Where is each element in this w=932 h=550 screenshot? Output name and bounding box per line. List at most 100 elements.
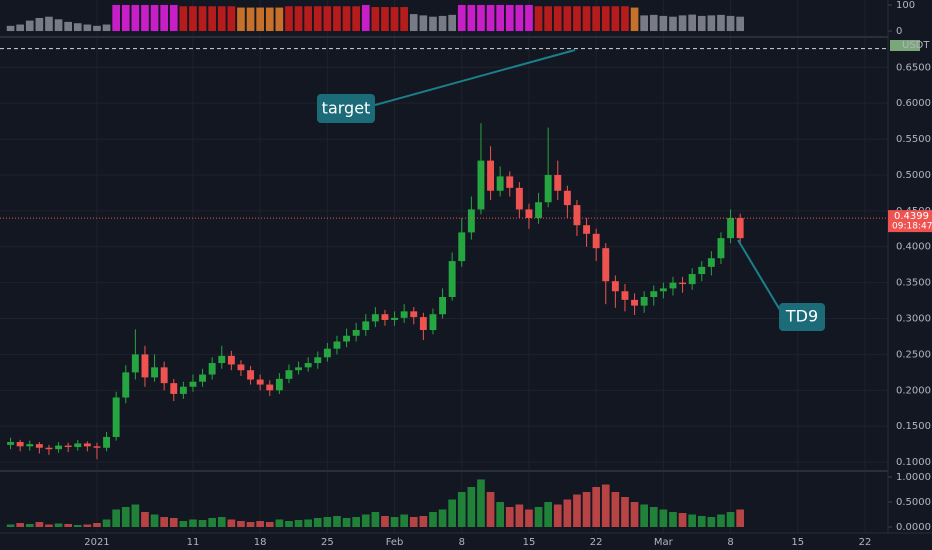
bar <box>131 4 140 32</box>
y-tick-label: 0.0000 <box>896 522 931 533</box>
bar <box>448 14 456 32</box>
bar <box>496 502 504 527</box>
bar <box>726 512 735 527</box>
candle-body <box>496 176 504 191</box>
candle-body <box>381 314 389 320</box>
candle-body <box>611 281 619 292</box>
candle-body <box>458 232 466 262</box>
bar <box>525 4 533 32</box>
y-tick-label: 0.5000 <box>896 170 931 181</box>
currency-badge <box>890 40 920 51</box>
candle-body <box>736 218 744 239</box>
bar <box>400 7 408 32</box>
bar <box>169 518 178 527</box>
x-tick-label: 2021 <box>84 537 109 548</box>
bar <box>246 7 255 32</box>
bar <box>112 509 120 527</box>
bar <box>45 16 53 32</box>
bar <box>669 512 677 527</box>
y-tick-label: 0.4000 <box>896 242 931 253</box>
price-badge <box>888 210 932 233</box>
x-tick-label: 11 <box>187 537 200 548</box>
bar <box>64 21 72 32</box>
bar <box>265 7 274 32</box>
candle-body <box>544 174 552 203</box>
bar <box>505 4 514 32</box>
x-tick-label: Mar <box>654 537 674 548</box>
candle-body <box>266 384 274 391</box>
bar <box>553 504 562 527</box>
currency-label: USDT <box>902 40 930 51</box>
bar <box>438 509 447 527</box>
bar <box>563 499 572 527</box>
bar <box>544 6 552 32</box>
bar <box>563 6 572 32</box>
bar <box>246 522 255 527</box>
bar <box>640 15 648 32</box>
y-tick-label: 0.1500 <box>896 421 931 432</box>
bar <box>73 23 82 32</box>
candle-body <box>170 383 178 394</box>
candle-body <box>189 381 197 387</box>
candle-body <box>371 314 379 322</box>
y-tick-label: 0.6500 <box>896 62 931 73</box>
candle-body <box>477 160 485 210</box>
bar <box>285 6 293 32</box>
bar <box>534 6 543 32</box>
bar <box>93 523 101 527</box>
bar <box>227 519 236 527</box>
bar <box>208 6 216 32</box>
candle-body <box>592 233 600 249</box>
bar <box>6 524 15 527</box>
bar <box>525 509 533 527</box>
candle-body <box>218 355 226 364</box>
bar <box>649 507 658 527</box>
bar <box>515 504 524 527</box>
candle-body <box>247 370 255 380</box>
candle-body <box>256 379 264 385</box>
y-tick-label: 0.2500 <box>896 349 931 360</box>
bar <box>73 525 82 527</box>
bar <box>621 6 629 32</box>
bar <box>429 512 437 527</box>
bar <box>237 7 245 32</box>
candle-body <box>45 447 53 450</box>
bar <box>649 14 658 32</box>
bar <box>150 4 159 32</box>
candle-body <box>391 317 399 320</box>
callout-pointer <box>374 49 576 106</box>
candle-body <box>285 370 293 379</box>
bar <box>448 499 456 527</box>
candle-body <box>535 202 543 219</box>
bar <box>630 7 639 32</box>
bar <box>601 6 610 32</box>
y-tick-label: 0.5500 <box>896 134 931 145</box>
x-tick-label: 25 <box>321 537 334 548</box>
bar <box>429 16 437 32</box>
callout-box <box>779 303 825 331</box>
bar <box>669 16 677 32</box>
bar <box>496 4 504 32</box>
candle-body <box>400 311 408 318</box>
bar <box>83 24 92 32</box>
candle-body <box>35 444 43 448</box>
bar <box>342 6 351 32</box>
bar <box>688 514 696 527</box>
y-tick-label: 0 <box>896 26 902 37</box>
last-price: 0.4399 <box>894 211 929 222</box>
bar <box>697 15 706 32</box>
y-tick-label: 0.5000 <box>896 497 931 508</box>
bar <box>630 502 639 527</box>
bar <box>54 523 63 527</box>
bar <box>477 4 485 32</box>
bar <box>697 516 706 527</box>
bar <box>409 14 418 32</box>
bar <box>573 494 581 527</box>
bar <box>121 4 130 32</box>
bar <box>256 7 264 32</box>
bar <box>131 504 140 527</box>
bar <box>227 6 236 32</box>
bar <box>371 512 380 527</box>
candle-body <box>74 443 82 448</box>
bar <box>304 519 312 527</box>
